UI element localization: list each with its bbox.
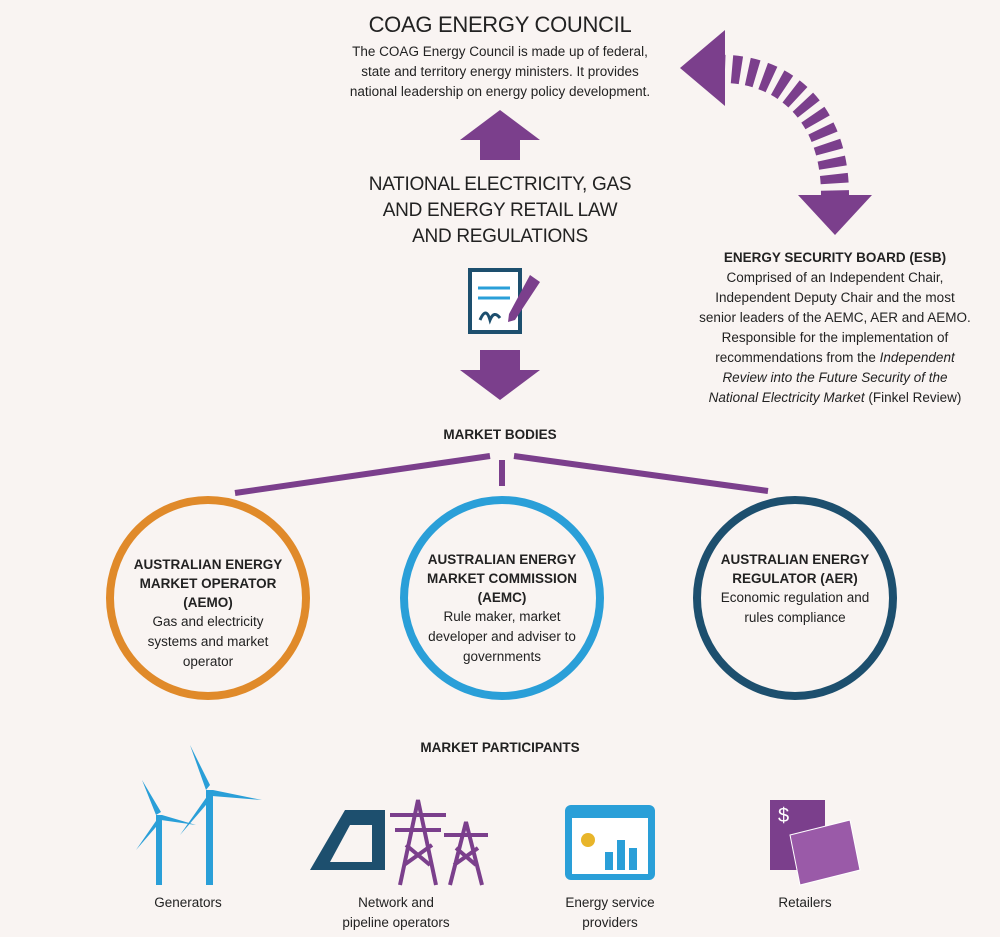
circles bbox=[106, 496, 897, 700]
arrows bbox=[460, 30, 872, 400]
text-line: Energy service bbox=[565, 895, 655, 910]
arrowhead-left bbox=[680, 30, 725, 106]
text-line: The COAG Energy Council is made up of fe… bbox=[352, 44, 648, 59]
body-name: (AEMC) bbox=[477, 590, 527, 605]
svg-text:$: $ bbox=[778, 805, 789, 827]
body-text: AUSTRALIAN ENERGY MARKET OPERATOR (AEMO) Ga… bbox=[113, 555, 303, 672]
network-icon bbox=[310, 799, 488, 886]
body-description: rules compliance bbox=[744, 610, 846, 625]
text-line: Comprised of an Independent Chair, bbox=[680, 268, 990, 288]
text-segment: Review into the Future Security of the bbox=[722, 370, 948, 385]
text-line: AND ENERGY RETAIL LAW bbox=[382, 200, 618, 221]
text-line: Responsible for the implementation of bbox=[680, 328, 990, 348]
arrowhead-down bbox=[798, 195, 872, 235]
body-circle bbox=[106, 496, 310, 700]
participant-label: Energy service providers bbox=[520, 893, 700, 933]
text-segment: Responsible for the implementation of bbox=[721, 330, 949, 345]
text-segment: (Finkel Review) bbox=[864, 390, 962, 405]
text-line: Generators bbox=[154, 895, 222, 910]
law-title: NATIONAL ELECTRICITY, GAS AND ENERGY RET… bbox=[300, 172, 700, 250]
body-name: MARKET COMMISSION bbox=[427, 571, 577, 586]
text-line: Retailers bbox=[778, 895, 832, 910]
body-name: AUSTRALIAN ENERGY bbox=[427, 552, 577, 567]
connector bbox=[234, 453, 491, 496]
participant-label: Network and pipeline operators bbox=[306, 893, 486, 933]
council-title: COAG ENERGY COUNCIL bbox=[368, 12, 632, 37]
document-icon bbox=[468, 268, 540, 334]
text-line: Review into the Future Security of the bbox=[680, 368, 990, 388]
text-segment: senior leaders of the AEMC, AER and AEMO… bbox=[699, 310, 971, 325]
text-line: providers bbox=[582, 915, 638, 930]
body-text: AUSTRALIAN ENERGY REGULATOR (AER) Economic… bbox=[700, 550, 890, 628]
body-circle bbox=[693, 496, 897, 700]
text-line: state and territory energy ministers. It… bbox=[361, 64, 639, 79]
curved-arrow bbox=[698, 54, 849, 196]
connectors bbox=[234, 453, 769, 496]
up-arrow bbox=[460, 110, 540, 160]
text-segment: Independent Deputy Chair and the most bbox=[715, 290, 955, 305]
down-arrow bbox=[460, 350, 540, 400]
text-line: senior leaders of the AEMC, AER and AEMO… bbox=[680, 308, 990, 328]
body-description: Gas and electricity bbox=[152, 614, 264, 629]
market-bodies-title: MARKET BODIES bbox=[443, 427, 557, 442]
generator-icon bbox=[136, 745, 262, 885]
text-line: Network and bbox=[358, 895, 434, 910]
text-line: Independent Deputy Chair and the most bbox=[680, 288, 990, 308]
esb-title: ENERGY SECURITY BOARD (ESB) bbox=[723, 250, 947, 265]
text-segment: recommendations from the bbox=[715, 350, 880, 365]
text-segment: Independent bbox=[879, 350, 955, 365]
energy-service-icon bbox=[565, 805, 655, 880]
text-segment: National Electricity Market bbox=[708, 390, 865, 405]
body-description: operator bbox=[182, 654, 234, 669]
body-name: AUSTRALIAN ENERGY bbox=[720, 552, 870, 567]
body-name: AUSTRALIAN ENERGY bbox=[133, 557, 283, 572]
body-name: REGULATOR (AER) bbox=[732, 571, 858, 586]
body-name: MARKET OPERATOR bbox=[139, 576, 277, 591]
text-line: national leadership on energy policy dev… bbox=[349, 84, 651, 99]
text-line: National Electricity Market (Finkel Revi… bbox=[680, 388, 990, 408]
retailer-icon: $ bbox=[770, 800, 861, 886]
participant-label: Retailers bbox=[715, 893, 895, 913]
body-description: developer and adviser to bbox=[428, 629, 576, 644]
body-description: systems and market bbox=[147, 634, 269, 649]
body-circle bbox=[400, 496, 604, 700]
text-segment: Comprised of an Independent Chair, bbox=[726, 270, 944, 285]
participant-label: Generators bbox=[98, 893, 278, 913]
body-description: Rule maker, market bbox=[443, 609, 561, 624]
body-description: governments bbox=[462, 649, 542, 664]
council-description: The COAG Energy Council is made up of fe… bbox=[300, 42, 700, 102]
body-name: (AEMO) bbox=[183, 595, 233, 610]
text-line: NATIONAL ELECTRICITY, GAS bbox=[368, 174, 632, 195]
connector bbox=[513, 453, 769, 494]
text-line: pipeline operators bbox=[342, 915, 450, 930]
esb-description: Comprised of an Independent Chair, Indepe… bbox=[680, 268, 990, 408]
participants-title: MARKET PARTICIPANTS bbox=[420, 740, 580, 755]
body-description: Economic regulation and bbox=[720, 590, 870, 605]
body-text: AUSTRALIAN ENERGY MARKET COMMISSION (AEMC)… bbox=[407, 550, 597, 667]
text-line: recommendations from the Independent bbox=[680, 348, 990, 368]
text-line: AND REGULATIONS bbox=[412, 226, 588, 247]
